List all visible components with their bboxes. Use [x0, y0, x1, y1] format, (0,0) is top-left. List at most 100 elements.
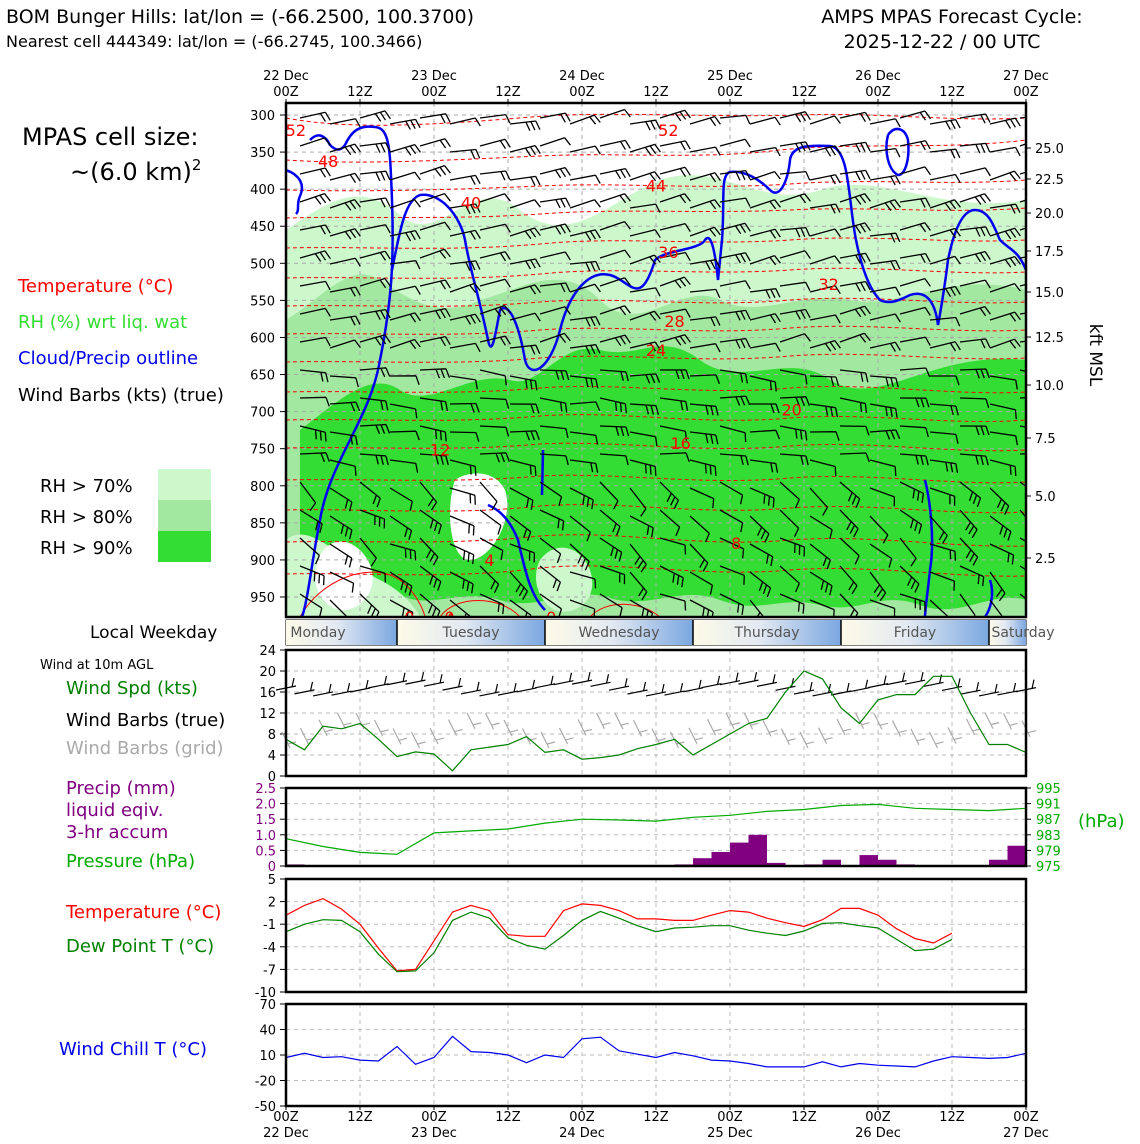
title-line1: BOM Bunger Hills: lat/lon = (-66.2500, 1…: [6, 6, 474, 28]
temperature-contour-label: 0: [404, 608, 414, 627]
wind-barb: [449, 431, 480, 442]
wind-barb-grid: [595, 712, 611, 730]
wind-barb-grid: [429, 727, 445, 745]
top-hour-label: 12Z: [347, 85, 373, 100]
wind-barb: [689, 571, 714, 595]
wind-barb: [509, 403, 540, 414]
wind-barb: [839, 252, 871, 264]
wind-barb: [659, 509, 681, 537]
wind-barb: [299, 137, 331, 147]
wind-barb: [839, 537, 860, 565]
wind-barb: [629, 171, 661, 182]
wind-barb: [359, 142, 391, 153]
kft-axis-label: kft MSL: [1085, 324, 1105, 387]
wind-barb-grid: [577, 719, 593, 736]
wind-barb: [689, 403, 719, 416]
wind-barb: [539, 565, 562, 592]
temperature-contour-label: 28: [664, 312, 684, 331]
weekday-name: Thursday: [733, 625, 799, 641]
wind-barb: [479, 335, 511, 346]
wind-barb: [899, 397, 930, 408]
wind-barb: [689, 343, 721, 353]
wind-barb: [1019, 312, 1026, 315]
top-date-label: 23 Dec: [411, 69, 457, 84]
top-date-label: 27 Dec: [1003, 69, 1049, 84]
wind-barb: [329, 228, 361, 240]
weekday-name: Wednesday: [578, 625, 659, 641]
wind-barb-true: [405, 671, 426, 685]
wind-barb: [389, 543, 417, 561]
legend-rh: RH (%) wrt liq. wat: [18, 312, 187, 333]
wind-barb-true: [497, 682, 519, 696]
wind-barb-grid: [484, 712, 500, 730]
wind-barb: [659, 193, 691, 204]
bottom-date-label: 26 Dec: [855, 1126, 901, 1140]
pressure-tick-label: 700: [250, 406, 275, 421]
wind-barb: [899, 140, 931, 151]
wind-barb: [599, 167, 631, 180]
wind-barb: [599, 193, 631, 204]
wind-barb: [479, 223, 511, 233]
wind-barb: [509, 120, 541, 131]
panel-tick-label: 24: [259, 644, 276, 659]
wind-barb: [599, 593, 623, 617]
bottom-hour-label: 12Z: [939, 1110, 965, 1125]
wind-barb: [599, 537, 623, 562]
wind-barb: [329, 143, 361, 156]
panel-tick-label: 70: [259, 998, 276, 1013]
wind-barb: [569, 316, 601, 327]
panel-tick-label: -20: [255, 1075, 276, 1090]
precip-bar: [711, 851, 730, 866]
wind-barb: [719, 453, 749, 466]
wind-barb: [749, 313, 781, 324]
wind-barb: [869, 403, 898, 418]
wind-barb: [899, 197, 931, 208]
kft-tick-label: 22.5: [1035, 173, 1064, 188]
wind-barb: [749, 459, 779, 473]
wind-barb: [899, 252, 931, 264]
wind-barb: [389, 285, 421, 295]
wind-barb: [1019, 425, 1026, 428]
wind-barb: [749, 429, 781, 440]
wind-barb: [299, 369, 329, 383]
bottom-date-label: 25 Dec: [707, 1126, 753, 1140]
wind-barb: [449, 599, 471, 617]
top-hour-label: 00Z: [569, 85, 595, 100]
wind-barb: [659, 593, 687, 611]
cell-size-line2: ~(6.0 km)2: [70, 156, 201, 186]
wind-barb: [989, 375, 1018, 390]
wind-barb: [599, 249, 631, 259]
temperature-contour-label: 36: [658, 243, 678, 262]
wind-barb: [989, 117, 1021, 129]
cell-size-line1: MPAS cell size:: [22, 123, 198, 151]
precip-bar: [1007, 845, 1026, 866]
wind-barb-true: [312, 683, 334, 697]
wind-barb-grid: [318, 719, 334, 736]
wind-barb: [839, 369, 869, 383]
wind-barb: [419, 248, 451, 259]
wind-barb: [1019, 509, 1026, 519]
wind-barb: [869, 118, 901, 128]
wind-barb: [839, 509, 859, 538]
wind-barb: [659, 140, 691, 151]
temperature-contour-label: 48: [318, 152, 338, 171]
wind-barb: [779, 593, 805, 614]
wind-barb: [509, 487, 534, 510]
panel-tick-label: 12: [259, 707, 276, 722]
wind-barb: [869, 341, 901, 352]
wind-barb: [959, 305, 991, 317]
wind-barb: [1019, 453, 1026, 455]
wind-barb-grid: [503, 719, 519, 737]
wind-speed-line: [285, 670, 1027, 772]
wind-barb: [869, 487, 896, 507]
wind-barb: [419, 335, 451, 347]
wind-barb: [419, 481, 438, 511]
wind-barb: [779, 369, 808, 385]
wind-barb: [839, 481, 861, 508]
wind-barb-grid: [725, 712, 741, 730]
wind-barb: [719, 337, 751, 349]
wind-barb: [989, 203, 1021, 214]
wind-barb: [719, 537, 745, 559]
wind-barb-true: [590, 674, 611, 687]
wind-barb: [629, 254, 661, 265]
